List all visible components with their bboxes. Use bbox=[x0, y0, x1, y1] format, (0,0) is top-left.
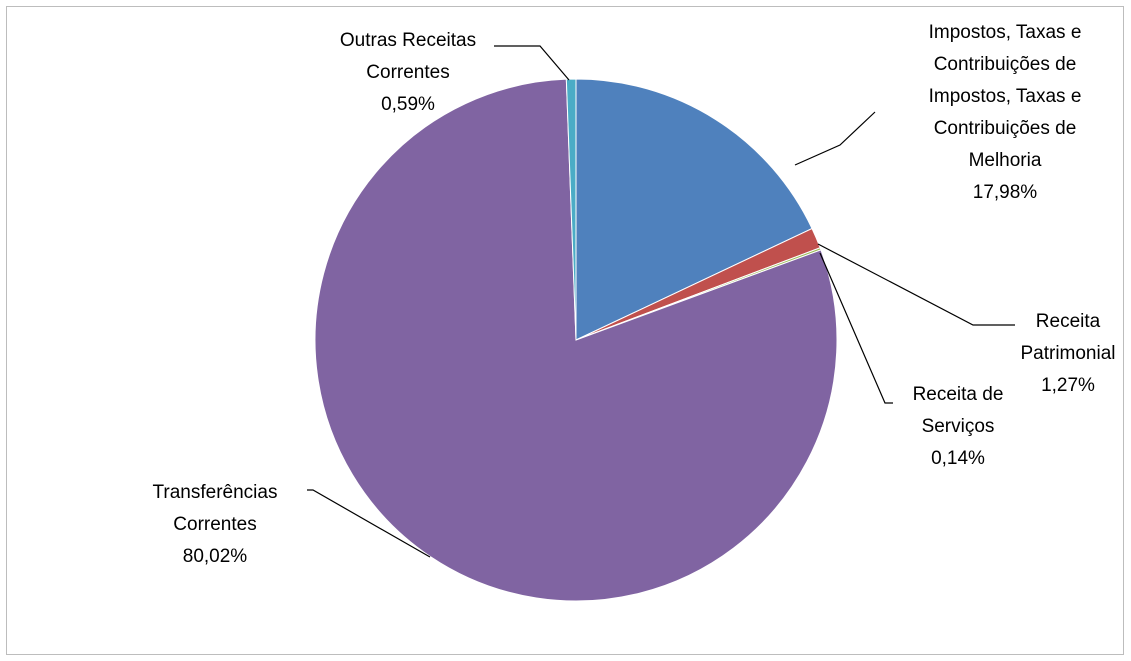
data-label-value: 0,14% bbox=[931, 448, 985, 469]
data-label-line: Impostos, Taxas e bbox=[929, 86, 1082, 107]
data-label-line: Outras Receitas bbox=[340, 30, 476, 51]
leader-line-4 bbox=[307, 489, 431, 558]
data-label-line: Impostos, Taxas e bbox=[929, 22, 1082, 43]
data-label-line: Correntes bbox=[173, 514, 256, 535]
data-label-line: Correntes bbox=[366, 62, 449, 83]
data-label-4: Transferências Correntes 80,02% bbox=[153, 482, 278, 567]
data-label-line: Melhoria bbox=[969, 150, 1042, 171]
pie-slice-1 bbox=[575, 78, 813, 341]
leader-line-1 bbox=[794, 111, 876, 166]
pie-slice-5 bbox=[565, 78, 577, 341]
data-label-value: 17,98% bbox=[973, 182, 1038, 203]
data-label-line: Contribuições de bbox=[934, 54, 1077, 75]
data-label-5: Outras Receitas Correntes 0,59% bbox=[340, 30, 476, 115]
leader-line-2 bbox=[817, 243, 1015, 326]
data-label-line: Patrimonial bbox=[1020, 343, 1115, 364]
data-label-line: Contribuições de bbox=[934, 118, 1077, 139]
data-label-value: 80,02% bbox=[183, 546, 248, 567]
data-label-line: Transferências bbox=[153, 482, 278, 503]
data-label-2: Receita Patrimonial 1,27% bbox=[1020, 311, 1115, 396]
data-label-value: 1,27% bbox=[1041, 375, 1095, 396]
data-label-value: 0,59% bbox=[381, 94, 435, 115]
data-label-line: Serviços bbox=[922, 416, 995, 437]
data-label-line: Receita de bbox=[913, 384, 1004, 405]
data-label-3: Receita de Serviços 0,14% bbox=[913, 384, 1004, 469]
leader-line-3 bbox=[819, 252, 893, 404]
data-label-1: Impostos, Taxas e Contribuições de Imposto… bbox=[929, 22, 1082, 203]
leader-line-5 bbox=[494, 45, 570, 81]
pie-slice-4 bbox=[314, 78, 838, 602]
data-label-line: Receita bbox=[1036, 311, 1101, 332]
